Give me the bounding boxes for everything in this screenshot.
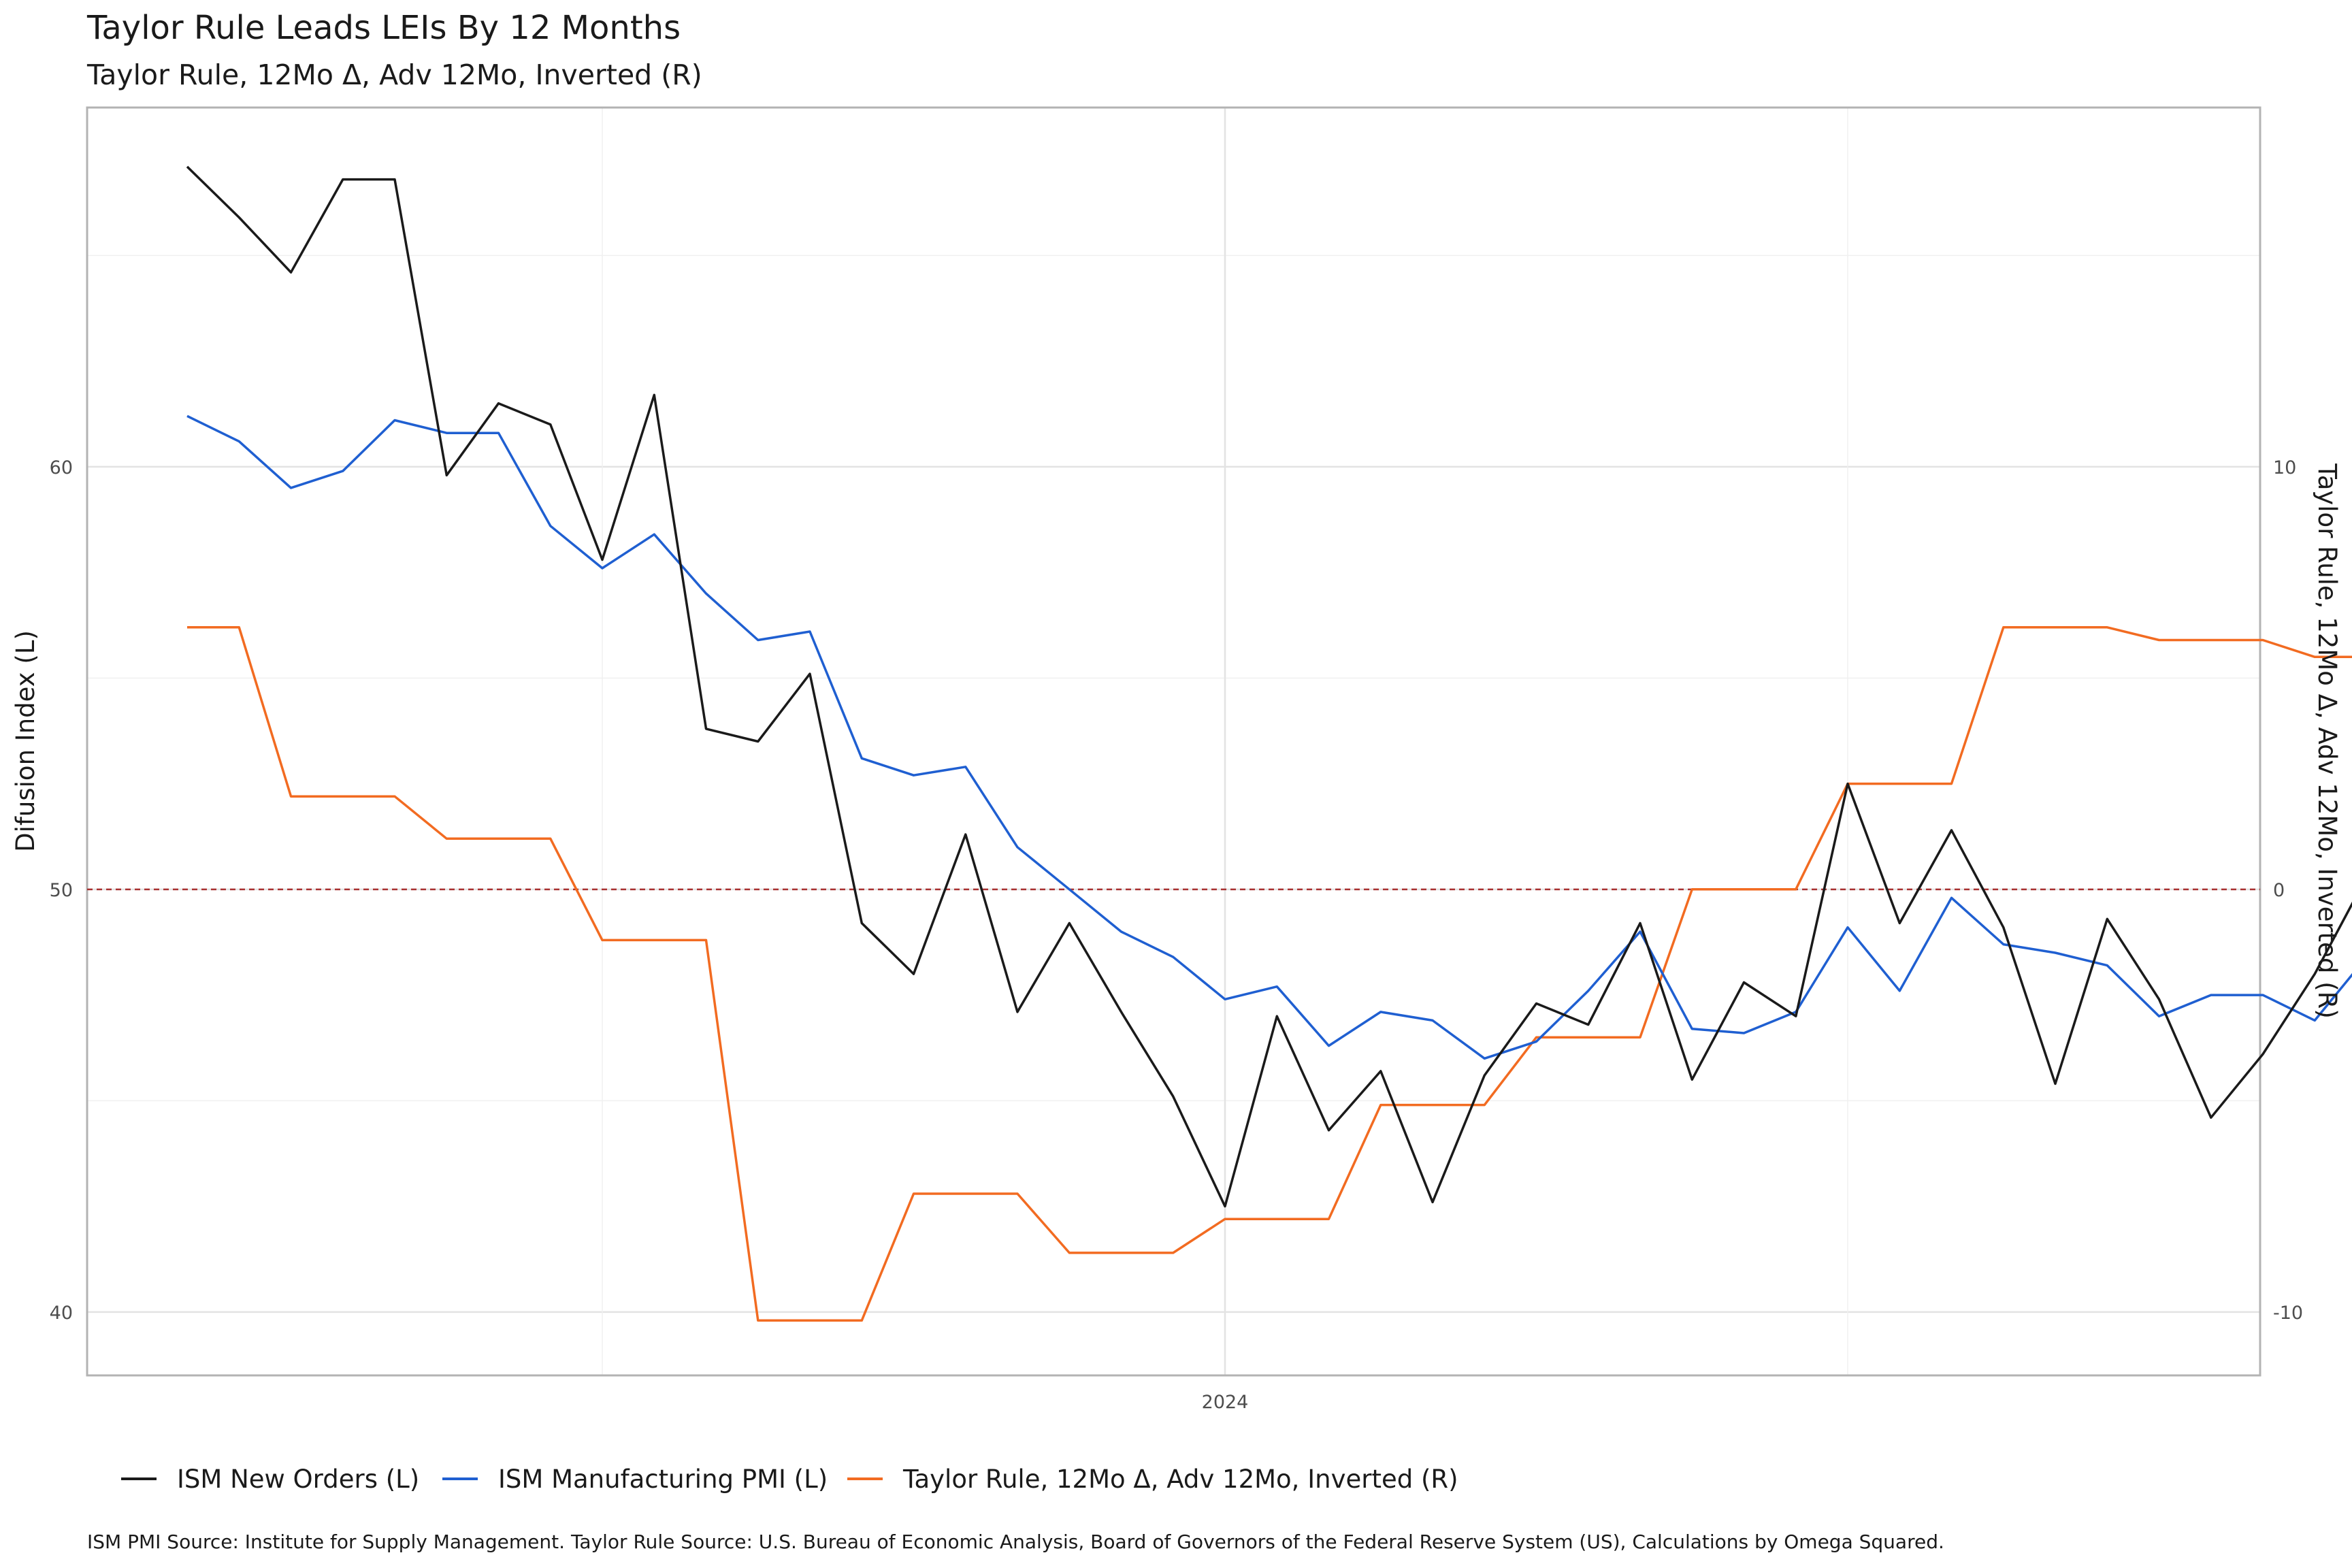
y-axis-left-title: Difusion Index (L) [11, 630, 40, 852]
legend: ISM New Orders (L) ISM Manufacturing PMI … [121, 1465, 1458, 1494]
y-axis-right-title: Taylor Rule, 12Mo Δ, Adv 12Mo, Inverted … [2313, 463, 2342, 1019]
legend-label: ISM Manufacturing PMI (L) [498, 1465, 828, 1494]
plot-frame [86, 106, 2261, 1377]
legend-label: Taylor Rule, 12Mo Δ, Adv 12Mo, Inverted … [902, 1465, 1458, 1494]
y-tick-right: 10 [2273, 457, 2296, 478]
series-line-ism-manufacturing-pmi-l [186, 414, 2352, 1060]
series-line-taylor-rule-12mo-adv-12mo-inverted-r [187, 626, 2352, 1322]
legend-label: ISM New Orders (L) [177, 1465, 419, 1494]
y-tick-left: 50 [50, 880, 73, 901]
x-axis: 2024 [1202, 1392, 1249, 1413]
chart-title: Taylor Rule Leads LEIs By 12 Months [86, 9, 681, 47]
chart-subtitle: Taylor Rule, 12Mo Δ, Adv 12Mo, Inverted … [86, 59, 702, 91]
chart-caption: ISM PMI Source: Institute for Supply Man… [87, 1531, 1944, 1553]
y-tick-left: 60 [50, 457, 73, 478]
y-axis-right: -10 0 10 [2273, 457, 2303, 1324]
y-tick-right: 0 [2273, 880, 2285, 901]
y-tick-left: 40 [50, 1303, 73, 1324]
series-layer [186, 165, 2352, 1322]
y-axis-left: 40 50 60 [50, 457, 73, 1324]
series-line-ism-new-orders-l [186, 165, 2352, 1208]
x-tick: 2024 [1202, 1392, 1249, 1413]
gridlines [87, 108, 2260, 1375]
y-tick-right: -10 [2273, 1303, 2303, 1324]
